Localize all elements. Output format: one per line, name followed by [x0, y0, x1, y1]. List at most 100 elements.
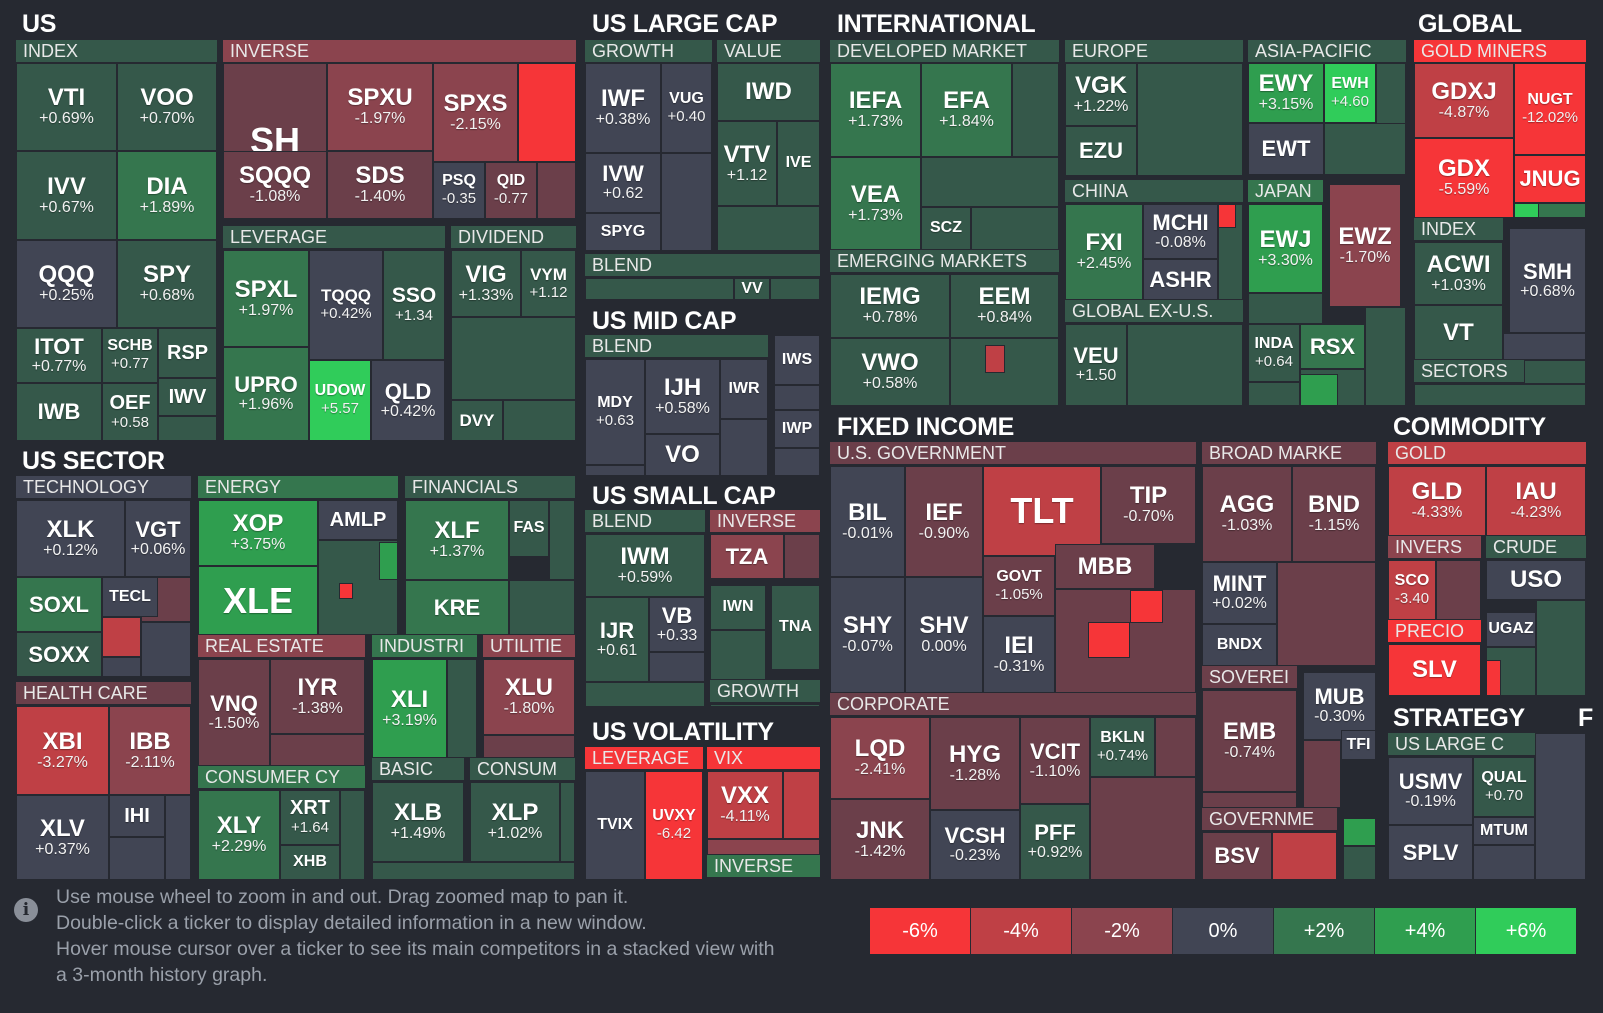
ticker-tile[interactable]: MCHI -0.08% [1143, 204, 1218, 259]
ticker-tile[interactable]: USMV -0.19% [1388, 757, 1473, 825]
ticker-tile[interactable]: UGAZ [1486, 612, 1536, 647]
heatmap-cell[interactable] [1127, 324, 1243, 406]
group-header[interactable]: U.S. GOVERNMENT [830, 442, 1196, 464]
ticker-tile[interactable]: EWH +4.60 [1324, 63, 1376, 123]
ticker-tile[interactable]: IWV [158, 378, 217, 416]
ticker-tile[interactable]: TLT [983, 466, 1101, 556]
ticker-tile[interactable]: PFF +0.92% [1020, 804, 1090, 880]
heatmap-cell[interactable] [971, 207, 1059, 250]
ticker-tile[interactable]: VNQ -1.50% [198, 659, 270, 766]
heatmap-cell[interactable] [1343, 846, 1376, 880]
ticker-tile[interactable]: EWT [1248, 123, 1324, 175]
heatmap-cell[interactable] [141, 622, 191, 677]
section-title[interactable]: GLOBAL [1418, 10, 1522, 38]
group-header[interactable]: US LARGE C [1388, 733, 1535, 755]
section-title[interactable]: COMMODITY [1393, 413, 1546, 441]
heatmap-cell[interactable] [102, 617, 141, 657]
section-title[interactable]: US SECTOR [22, 447, 165, 475]
heatmap-cell[interactable] [1486, 660, 1501, 696]
heatmap-cell[interactable] [710, 704, 820, 707]
heatmap-cell[interactable] [710, 630, 766, 680]
ticker-tile[interactable]: ASHR [1143, 259, 1218, 300]
ticker-tile[interactable]: IJR +0.61 [585, 597, 649, 682]
ticker-tile[interactable]: JNUG [1514, 155, 1586, 203]
ticker-tile[interactable]: GDX -5.59% [1414, 138, 1514, 218]
heatmap-cell[interactable] [451, 317, 576, 400]
ticker-tile[interactable]: NUGT -12.02% [1514, 63, 1586, 155]
ticker-tile[interactable]: IWM +0.59% [585, 534, 705, 597]
group-header[interactable]: TECHNOLOGY [16, 476, 191, 498]
heatmap-cell[interactable] [372, 862, 575, 880]
ticker-tile[interactable]: VTV +1.12 [717, 121, 777, 206]
ticker-tile[interactable]: TIP -0.70% [1101, 466, 1196, 544]
group-header[interactable]: INVERS [1388, 536, 1481, 558]
ticker-tile[interactable]: IVW +0.62 [585, 153, 661, 213]
section-title[interactable]: US SMALL CAP [592, 482, 776, 510]
heatmap-cell[interactable] [158, 416, 217, 441]
heatmap-cell[interactable] [774, 448, 820, 476]
group-header[interactable]: FINANCIALS [405, 476, 575, 498]
ticker-tile[interactable]: IVE [777, 121, 820, 206]
ticker-tile[interactable]: IVV +0.67% [16, 151, 117, 240]
heatmap-cell[interactable] [503, 400, 576, 441]
heatmap-cell[interactable] [379, 542, 398, 580]
ticker-tile[interactable]: EFA +1.84% [921, 63, 1012, 157]
heatmap-cell[interactable] [109, 837, 165, 880]
ticker-tile[interactable]: TZA [710, 534, 784, 579]
heatmap-cell[interactable] [1514, 203, 1539, 218]
ticker-tile[interactable]: IWP [774, 410, 820, 448]
group-header[interactable]: INDUSTRI [372, 635, 477, 657]
ticker-tile[interactable]: FXI +2.45% [1065, 204, 1143, 300]
ticker-tile[interactable]: MBB [1055, 544, 1155, 589]
ticker-tile[interactable]: SPYG [585, 213, 661, 251]
heatmap-cell[interactable] [483, 735, 575, 758]
heatmap-cell[interactable] [549, 500, 575, 580]
ticker-tile[interactable]: VUG +0.40 [661, 63, 712, 153]
ticker-tile[interactable]: BNDX [1202, 624, 1277, 666]
group-header[interactable]: BLEND [585, 510, 705, 532]
ticker-tile[interactable]: AMLP [318, 500, 398, 540]
heatmap-cell[interactable] [1277, 562, 1376, 666]
ticker-tile[interactable]: TVIX [585, 771, 645, 880]
group-header[interactable]: EMERGING MARKETS [830, 250, 1059, 272]
group-header[interactable]: EUROPE [1065, 40, 1243, 62]
ticker-tile[interactable]: SSO +1.34 [383, 250, 445, 360]
heatmap-cell[interactable] [1137, 63, 1243, 176]
ticker-tile[interactable]: SCHB +0.77 [102, 328, 158, 383]
group-header[interactable]: VIX [707, 747, 820, 769]
ticker-tile[interactable]: IEF -0.90% [905, 466, 983, 577]
group-header[interactable]: HEALTH CARE [16, 682, 191, 704]
heatmap-cell[interactable] [102, 657, 141, 677]
ticker-tile[interactable]: KRE [405, 580, 509, 635]
group-header[interactable]: LEVERAGE [585, 747, 703, 769]
group-header[interactable]: GOLD [1388, 442, 1586, 464]
heatmap-cell[interactable] [1536, 600, 1586, 696]
ticker-tile[interactable]: MUB -0.30% [1303, 672, 1376, 740]
heatmap-cell[interactable] [1155, 717, 1196, 777]
heatmap-cell[interactable] [165, 795, 191, 880]
ticker-tile[interactable]: AGG -1.03% [1202, 466, 1292, 562]
ticker-tile[interactable]: TFI [1341, 730, 1376, 760]
section-title[interactable]: US LARGE CAP [592, 10, 778, 38]
ticker-tile[interactable]: XLI +3.19% [372, 659, 447, 758]
heatmap-cell[interactable] [339, 583, 353, 599]
ticker-tile[interactable]: XRT +1.64 [280, 790, 340, 845]
heatmap-cell[interactable] [1088, 622, 1130, 658]
ticker-tile[interactable]: MDY +0.63 [585, 359, 645, 465]
heatmap-cell[interactable] [1272, 832, 1337, 880]
ticker-tile[interactable]: VT [1414, 305, 1503, 360]
ticker-tile[interactable]: VIG +1.33% [451, 250, 521, 317]
ticker-tile[interactable]: EWZ -1.70% [1329, 184, 1401, 307]
ticker-tile[interactable]: IWS [774, 335, 820, 385]
ticker-tile[interactable]: SOXX [16, 632, 102, 677]
heatmap-cell[interactable] [784, 534, 820, 579]
group-header[interactable]: REAL ESTATE [198, 635, 365, 657]
ticker-tile[interactable]: SDS -1.40% [327, 151, 433, 219]
ticker-tile[interactable]: VCIT -1.10% [1020, 717, 1090, 804]
ticker-tile[interactable]: OEF +0.58 [102, 383, 158, 441]
group-header[interactable]: GROWTH [710, 680, 820, 702]
ticker-tile[interactable]: XLU -1.80% [483, 659, 575, 735]
group-header[interactable]: VALUE [717, 40, 820, 62]
ticker-tile[interactable]: EEM +0.84% [950, 274, 1059, 338]
ticker-tile[interactable]: SLV [1388, 644, 1481, 696]
